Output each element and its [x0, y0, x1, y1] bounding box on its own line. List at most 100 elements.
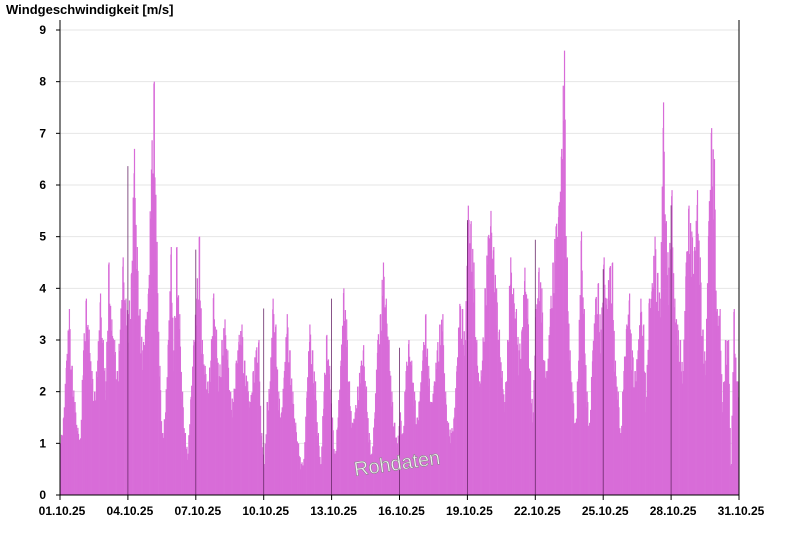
bar: [142, 341, 145, 495]
bar: [275, 366, 278, 495]
bar: [513, 303, 515, 495]
bar: [694, 250, 696, 495]
bar: [683, 339, 685, 495]
bar: [366, 411, 368, 495]
bar: [327, 359, 330, 495]
bar: [176, 297, 179, 495]
bar: [298, 455, 300, 495]
bar: [324, 372, 326, 495]
bar: [519, 343, 521, 495]
bar: [109, 305, 112, 495]
bar: [248, 401, 250, 495]
bar: [163, 419, 165, 495]
bar: [732, 372, 734, 495]
bar: [624, 356, 627, 495]
y-tick-label: 7: [39, 126, 46, 140]
bar: [545, 371, 547, 495]
bar: [259, 405, 262, 495]
bar: [511, 294, 513, 495]
bar: [222, 355, 224, 495]
bar: [67, 330, 69, 495]
bar: [237, 350, 239, 495]
bar: [438, 361, 440, 495]
bar: [704, 351, 706, 495]
bar: [717, 325, 719, 495]
x-tick-label: 22.10.25: [514, 504, 561, 518]
bar: [636, 359, 638, 495]
bar: [434, 381, 436, 495]
bar: [177, 295, 180, 495]
bar: [457, 327, 460, 495]
bar: [231, 398, 233, 495]
bar: [197, 299, 199, 495]
bar: [491, 258, 494, 495]
bar: [219, 364, 221, 495]
bar: [257, 362, 259, 495]
bar: [553, 293, 555, 495]
bar: [339, 389, 341, 495]
bar: [155, 194, 157, 495]
bar: [63, 407, 66, 495]
bar: [369, 439, 371, 495]
bar: [100, 317, 102, 495]
bar: [75, 412, 77, 495]
bar: [706, 283, 709, 495]
bar: [107, 330, 109, 495]
bar: [270, 357, 272, 495]
bar: [92, 378, 94, 495]
bar: [372, 446, 374, 495]
bar: [256, 347, 258, 495]
bar: [165, 389, 167, 495]
bar: [703, 363, 705, 495]
bar: [310, 364, 313, 495]
bar: [375, 369, 378, 495]
bar: [510, 272, 513, 495]
bar: [250, 394, 252, 495]
bar: [499, 357, 501, 495]
bar: [395, 437, 397, 495]
bar: [502, 389, 504, 495]
bar: [140, 353, 142, 495]
bar: [431, 402, 433, 495]
bar: [114, 352, 116, 495]
bar: [720, 350, 722, 495]
bar: [386, 323, 388, 495]
bar: [640, 311, 643, 495]
bar: [579, 295, 581, 495]
bar: [606, 309, 609, 495]
bar: [452, 431, 454, 495]
y-axis-title: Windgeschwindigkeit [m/s]: [6, 2, 174, 17]
bar: [233, 388, 235, 495]
bar: [363, 366, 365, 495]
bar: [479, 383, 481, 495]
bar: [489, 238, 491, 495]
bar: [356, 408, 358, 495]
bar: [547, 358, 549, 495]
bar: [384, 307, 386, 495]
bar: [623, 356, 626, 495]
bar: [160, 421, 163, 495]
bar: [94, 400, 97, 495]
bar: [343, 320, 346, 495]
bar: [169, 291, 171, 495]
bar: [554, 238, 556, 495]
bar: [635, 381, 637, 495]
bar: [400, 420, 402, 495]
bar: [516, 344, 518, 495]
bar: [391, 402, 394, 495]
bar: [305, 416, 307, 495]
bar: [715, 290, 717, 495]
bar: [590, 409, 592, 495]
bar: [576, 381, 579, 495]
bar: [429, 401, 431, 495]
bar: [81, 379, 83, 495]
x-tick-label: 01.10.25: [39, 504, 86, 518]
bar: [287, 327, 289, 495]
bar: [352, 423, 354, 495]
bar: [95, 371, 98, 495]
bar: [700, 282, 702, 495]
bar: [587, 402, 589, 495]
bar: [643, 371, 645, 495]
bar: [656, 301, 658, 495]
